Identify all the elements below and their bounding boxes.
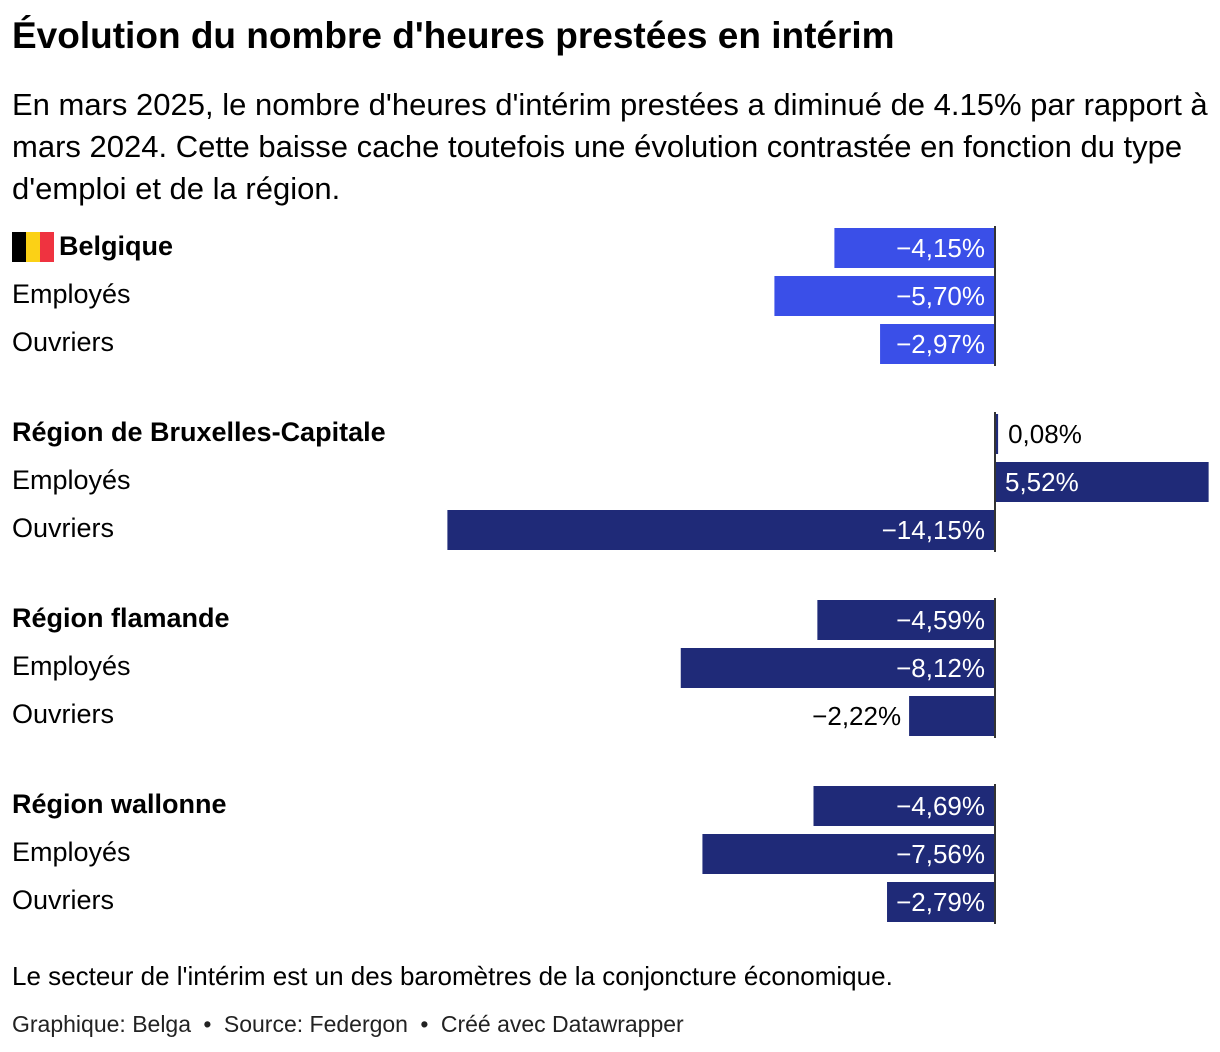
- bar-chart: Belgique −4,15% Employés −5,70% Ouvriers −2,9…: [12, 226, 1209, 924]
- bar: [909, 696, 995, 736]
- chart-title: Évolution du nombre d'heures prestées en…: [12, 15, 895, 56]
- data-label: 5,52%: [1005, 467, 1079, 497]
- category-label: Ouvriers: [12, 327, 114, 357]
- category-label: Ouvriers: [12, 513, 114, 543]
- group-label: Région de Bruxelles-Capitale: [12, 417, 386, 447]
- data-label: 0,08%: [1008, 419, 1082, 449]
- data-label: −4,15%: [896, 233, 985, 263]
- bar: [995, 414, 999, 454]
- data-label: −7,56%: [896, 839, 985, 869]
- bar: [813, 786, 995, 826]
- bar: [817, 600, 995, 640]
- data-label: −2,97%: [896, 329, 985, 359]
- data-label: −14,15%: [882, 515, 985, 545]
- chart-byline: Graphique: Belga • Source: Federgon • Cr…: [12, 1008, 684, 1040]
- data-label: −5,70%: [896, 281, 985, 311]
- category-label: Employés: [12, 837, 131, 867]
- flag-stripe-yellow: [26, 232, 40, 262]
- bar: [880, 324, 995, 364]
- category-label: Employés: [12, 279, 131, 309]
- data-label: −2,22%: [812, 701, 901, 731]
- bar: [680, 648, 995, 688]
- data-label: −4,59%: [896, 605, 985, 635]
- belgian-flag-icon: [12, 232, 54, 262]
- data-label: −8,12%: [896, 653, 985, 683]
- group-label: Région wallonne: [12, 789, 227, 819]
- chart-subtitle: En mars 2025, le nombre d'heures d'intér…: [12, 87, 1208, 206]
- data-label: −2,79%: [896, 887, 985, 917]
- group-label: Région flamande: [12, 603, 230, 633]
- bar: [447, 510, 995, 550]
- bar: [887, 882, 995, 922]
- bar: [774, 276, 995, 316]
- data-label: −4,69%: [896, 791, 985, 821]
- flag-stripe-red: [40, 232, 54, 262]
- byline-source: Source: Federgon: [223, 1011, 408, 1037]
- chart-notes: Le secteur de l'intérim est un des barom…: [12, 961, 893, 991]
- group-label: Belgique: [59, 231, 173, 261]
- byline-separator: •: [420, 1011, 429, 1037]
- category-label: Ouvriers: [12, 699, 114, 729]
- category-label: Employés: [12, 465, 131, 495]
- bar: [995, 462, 1209, 502]
- category-label: Ouvriers: [12, 885, 114, 915]
- byline-credit: Créé avec Datawrapper: [440, 1011, 684, 1037]
- byline-separator: •: [203, 1011, 212, 1037]
- byline-graphic: Graphique: Belga: [12, 1011, 192, 1037]
- category-label: Employés: [12, 651, 131, 681]
- bar: [702, 834, 995, 874]
- flag-stripe-black: [12, 232, 26, 262]
- bar: [834, 228, 995, 268]
